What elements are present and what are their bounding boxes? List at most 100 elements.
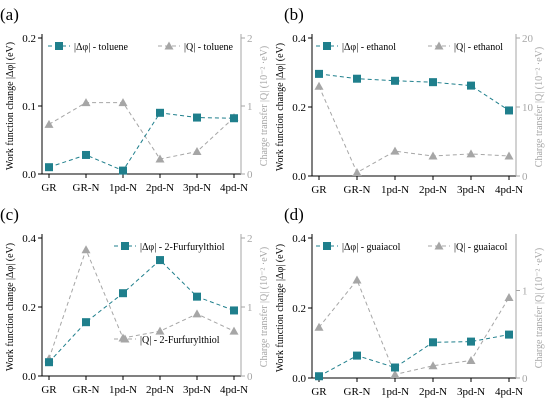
x-tick-label: 1pd-N bbox=[109, 384, 137, 396]
legend-label: |Q| - toluene bbox=[184, 42, 234, 53]
x-tick-label: GR bbox=[41, 384, 57, 396]
right-tick-label: 1 bbox=[522, 286, 528, 298]
left-tick-label: 0.0 bbox=[22, 169, 36, 181]
x-tick-label: GR bbox=[311, 386, 327, 398]
legend-label: |Δφ| - ethanol bbox=[342, 42, 396, 53]
data-point-work-function bbox=[82, 150, 90, 159]
data-point-charge-transfer bbox=[466, 356, 476, 364]
data-point-charge-transfer bbox=[314, 81, 324, 90]
data-point-work-function bbox=[429, 78, 437, 87]
data-point-work-function bbox=[505, 330, 513, 339]
x-tick-label: 1pd-N bbox=[109, 182, 137, 194]
legend-marker bbox=[121, 242, 129, 250]
left-tick-label: 0.4 bbox=[22, 233, 36, 245]
data-point-charge-transfer bbox=[352, 168, 362, 177]
data-point-charge-transfer bbox=[504, 293, 514, 301]
data-point-work-function bbox=[45, 358, 53, 367]
left-axis-title: Work function change |Δφ| (eV) bbox=[5, 42, 16, 170]
chart-panel-d: (d) 0.0 0.2 0.4 0 1 GR GR-N 1pd-N 2pd-N 3pd-N 4pd-N… bbox=[275, 205, 545, 398]
left-tick-label: 0.1 bbox=[22, 101, 36, 113]
right-tick-label: 2 bbox=[247, 233, 253, 245]
data-point-charge-transfer bbox=[192, 147, 202, 156]
left-tick-label: 0.2 bbox=[22, 33, 36, 45]
data-point-charge-transfer bbox=[81, 98, 91, 107]
data-point-charge-transfer bbox=[390, 370, 400, 378]
x-tick-label: 2pd-N bbox=[419, 184, 447, 196]
data-point-charge-transfer bbox=[390, 146, 400, 155]
x-tick-label: 3pd-N bbox=[183, 384, 211, 396]
data-point-work-function bbox=[230, 306, 238, 315]
x-tick-label: GR bbox=[41, 182, 57, 194]
data-point-work-function bbox=[45, 163, 53, 172]
legend-label: |Q| - guaiacol bbox=[454, 242, 508, 253]
left-tick-label: 0.0 bbox=[292, 373, 306, 385]
series-line-work-function bbox=[318, 334, 510, 377]
left-tick-label: 0.0 bbox=[22, 371, 36, 383]
x-tick-label: 4pd-N bbox=[495, 184, 523, 196]
data-point-work-function bbox=[119, 289, 127, 298]
chart-panel-c: (c) 0.0 0.2 0.4 0 1 2 GR GR-N 1pd-N 2pd-N 3pd-N 4pd-… bbox=[0, 205, 270, 396]
left-tick-label: 0.0 bbox=[292, 171, 306, 183]
x-tick-label: GR bbox=[311, 184, 327, 196]
right-axis-title: Charge transfer |Q| (10⁻² ·eV) bbox=[259, 247, 270, 367]
right-axis-title: Charge transfer |Q| (10⁻² ·eV) bbox=[534, 248, 545, 368]
right-tick-label: 1 bbox=[247, 302, 253, 314]
data-point-work-function bbox=[353, 351, 361, 360]
data-point-work-function bbox=[391, 76, 399, 85]
data-point-work-function bbox=[315, 69, 323, 78]
legend-label: |Δφ| - guaiacol bbox=[342, 242, 401, 253]
data-point-work-function bbox=[193, 292, 201, 301]
data-point-charge-transfer bbox=[81, 245, 91, 254]
legend-label: |Δφ| - toluene bbox=[74, 42, 129, 53]
legend-marker bbox=[323, 242, 331, 250]
left-axis-title: Work function change |Δφ| (eV) bbox=[5, 243, 16, 371]
x-tick-label: 4pd-N bbox=[495, 386, 523, 398]
right-axis-title: Charge transfer |Q| (10⁻² ·eV) bbox=[259, 46, 270, 166]
x-tick-label: 4pd-N bbox=[220, 384, 248, 396]
data-point-work-function bbox=[82, 318, 90, 327]
x-tick-label: 3pd-N bbox=[457, 386, 485, 398]
x-tick-label: GR-N bbox=[73, 182, 100, 194]
legend-label: |Q| - ethanol bbox=[454, 42, 503, 53]
left-tick-label: 0.2 bbox=[292, 102, 306, 114]
data-point-charge-transfer bbox=[44, 119, 54, 128]
x-tick-label: GR-N bbox=[344, 386, 371, 398]
right-axis-title: Charge transfer |Q| (10⁻² ·eV) bbox=[534, 47, 545, 167]
legend-marker bbox=[323, 42, 331, 50]
left-axis-title: Work function change |Δφ| (eV) bbox=[275, 244, 286, 372]
right-tick-label: 10 bbox=[522, 102, 534, 114]
data-point-charge-transfer bbox=[466, 149, 476, 158]
panel-label: (a) bbox=[0, 5, 19, 24]
data-point-charge-transfer bbox=[428, 151, 438, 160]
data-point-work-function bbox=[315, 372, 323, 381]
right-tick-label: 0 bbox=[247, 169, 253, 181]
data-point-work-function bbox=[429, 338, 437, 347]
series-line-charge-transfer bbox=[48, 248, 235, 359]
right-tick-label: 1 bbox=[247, 101, 253, 113]
data-point-charge-transfer bbox=[192, 309, 202, 318]
series-line-work-function bbox=[48, 112, 235, 172]
data-point-work-function bbox=[193, 113, 201, 122]
data-point-charge-transfer bbox=[352, 275, 362, 284]
x-tick-label: 1pd-N bbox=[381, 386, 409, 398]
left-tick-label: 0.2 bbox=[22, 302, 36, 314]
series-line-charge-transfer bbox=[318, 86, 510, 174]
data-point-work-function bbox=[119, 166, 127, 175]
panel-label: (c) bbox=[0, 205, 19, 224]
data-point-charge-transfer bbox=[155, 154, 165, 163]
panel-label: (d) bbox=[284, 205, 304, 224]
chart-panel-b: (b) 0.0 0.2 0.4 0 10 20 GR GR-N 1pd-N 2pd-N 3pd-N 4p… bbox=[275, 5, 545, 196]
x-tick-label: 4pd-N bbox=[220, 182, 248, 194]
x-tick-label: 1pd-N bbox=[381, 184, 409, 196]
legend-marker bbox=[434, 241, 444, 250]
panel-label: (b) bbox=[284, 5, 304, 24]
data-point-charge-transfer bbox=[314, 322, 324, 331]
right-tick-label: 0 bbox=[247, 371, 253, 383]
data-point-work-function bbox=[467, 337, 475, 346]
data-point-charge-transfer bbox=[504, 151, 514, 160]
series-line-charge-transfer bbox=[318, 279, 510, 376]
legend-label: |Q| - 2-Furfurylthiol bbox=[140, 335, 220, 346]
x-tick-label: 2pd-N bbox=[146, 182, 174, 194]
data-point-work-function bbox=[467, 81, 475, 90]
